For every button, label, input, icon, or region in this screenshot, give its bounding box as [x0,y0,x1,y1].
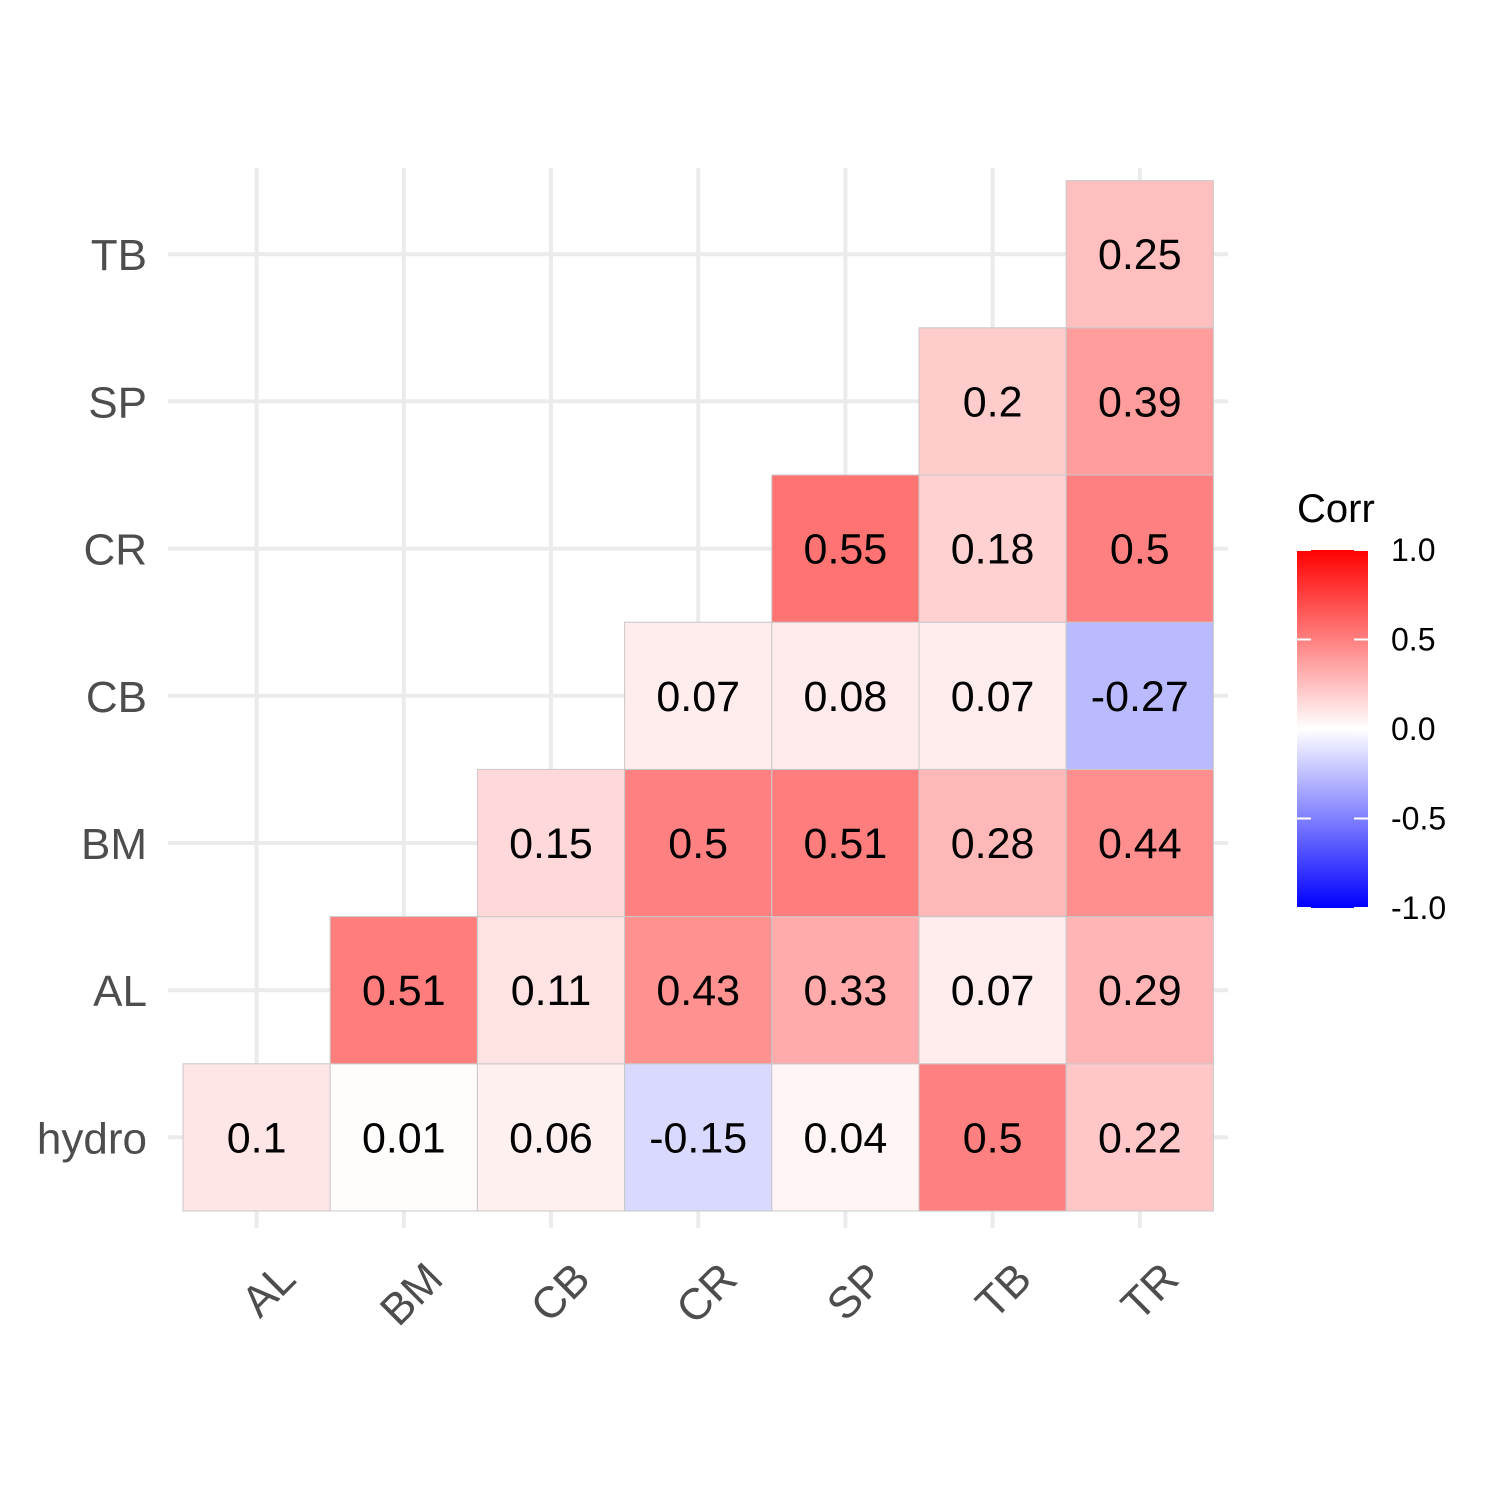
x-tick-label: SP [818,1254,894,1330]
y-tick-label: CB [86,673,147,722]
cell-value-label: 0.51 [362,967,446,1015]
cell-value-label: 0.22 [1098,1114,1182,1162]
y-tick-label: TB [91,231,147,280]
cell-value-label: 0.55 [804,526,888,574]
cell-value-label: 0.15 [509,820,593,868]
cell-value-label: 0.5 [963,1114,1023,1162]
cell-value-label: 0.5 [1110,526,1170,574]
heatmap-cell [1065,180,1214,329]
cell-value-label: 0.01 [362,1114,446,1162]
x-tick-label: TR [1112,1254,1188,1330]
legend-tick-label: -0.5 [1391,801,1446,837]
y-tick-label: AL [93,967,147,1016]
cell-value-label: 0.07 [951,967,1035,1015]
cell-value-label: 0.07 [656,673,740,721]
cell-value-label: 0.06 [509,1114,593,1162]
cell-value-label: 0.39 [1098,378,1182,426]
heatmap-cell [918,768,1067,918]
cell-value-label: 0.28 [951,820,1035,868]
heatmap-cell [476,768,626,918]
y-tick-label: SP [88,378,147,427]
legend-title: Corr [1297,487,1375,531]
heatmap-cell [624,768,773,918]
legend-tick-label: -1.0 [1391,890,1446,926]
cell-value-label: 0.11 [511,967,592,1015]
cell-value-label: 0.29 [1098,967,1182,1015]
cell-value-label: 0.33 [804,967,888,1015]
y-tick-label: hydro [37,1114,147,1163]
cell-value-label: 0.25 [1098,231,1182,279]
cell-value-label: 0.07 [951,673,1035,721]
x-tick-label: CB [522,1254,600,1332]
heatmap-cell [771,1063,920,1212]
y-axis: hydro AL BM CB CR SP TB [37,231,147,1163]
cell-value-label: 0.08 [804,673,888,721]
cell-value-label: -0.27 [1091,673,1189,721]
heatmap-cell [624,621,773,770]
heatmap-cell [918,621,1067,770]
heatmap-cell [1065,621,1214,770]
legend-tick-label: 1.0 [1391,532,1435,568]
x-tick-label: BM [371,1254,452,1335]
cell-value-label: 0.18 [951,526,1035,574]
heatmap-cell [771,621,920,770]
cell-value-label: 0.5 [668,820,728,868]
color-legend: Corr 1.0 0.5 0.0 -0.5 -1.0 [1297,487,1446,926]
heatmap-cell [476,916,626,1065]
heatmap-cell [476,1063,626,1212]
heatmap-cell [918,474,1067,623]
heatmap-cell [918,916,1067,1065]
heatmap-cell [1065,474,1214,623]
cell-value-label: 0.1 [227,1114,287,1162]
heatmap-cell [771,768,920,918]
cell-value-label: -0.15 [649,1114,747,1162]
heatmap-cell [329,916,478,1065]
heatmap-cell [918,1063,1067,1212]
cell-value-label: 0.2 [963,378,1023,426]
heatmap-cell [624,916,773,1065]
heatmap-cell [1065,1063,1214,1212]
y-tick-label: CR [83,526,147,575]
heatmap-cell [1065,916,1214,1065]
y-tick-label: BM [81,820,147,869]
cell-value-label: 0.51 [804,820,888,868]
legend-tick-label: 0.0 [1391,711,1435,747]
cell-value-label: 0.43 [656,967,740,1015]
cell-value-labels: 0.1 0.01 0.06 -0.15 0.04 0.5 0.22 0.51 0.11 0.43 0… [227,231,1189,1162]
x-tick-label: AL [232,1254,305,1327]
x-axis: AL BM CB CR SP TB TR [232,1254,1188,1335]
x-tick-label: CR [667,1254,747,1334]
cell-value-label: 0.44 [1098,820,1182,868]
heatmap-cells [182,180,1214,1212]
legend-tick-label: 0.5 [1391,622,1435,658]
heatmap-cell [918,327,1067,476]
cell-value-label: 0.04 [804,1114,888,1162]
heatmap-cell [1065,768,1214,918]
heatmap-cell [771,474,920,623]
heatmap-cell [771,916,920,1065]
x-tick-label: TB [967,1254,1041,1328]
heatmap-cell [1065,327,1214,476]
